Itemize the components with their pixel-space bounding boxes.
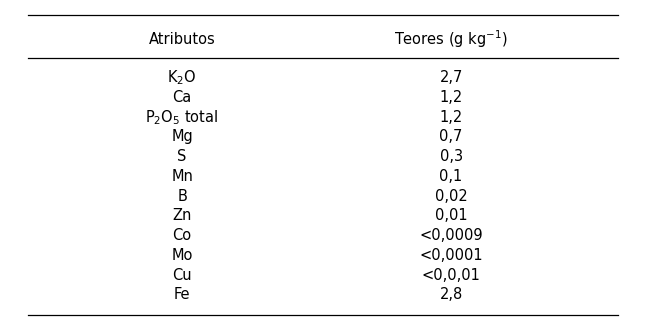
Text: 0,01: 0,01 <box>435 208 468 223</box>
Text: K$_2$O: K$_2$O <box>167 68 197 87</box>
Text: 1,2: 1,2 <box>439 90 463 105</box>
Text: P$_2$O$_5$ total: P$_2$O$_5$ total <box>145 108 219 126</box>
Text: Zn: Zn <box>172 208 192 223</box>
Text: Co: Co <box>172 228 192 243</box>
Text: Atributos: Atributos <box>149 31 216 47</box>
Text: 2,7: 2,7 <box>439 70 463 85</box>
Text: S: S <box>178 149 187 164</box>
Text: Mo: Mo <box>171 248 193 263</box>
Text: <0,0001: <0,0001 <box>419 248 483 263</box>
Text: 0,02: 0,02 <box>435 189 468 204</box>
Text: 0,3: 0,3 <box>439 149 463 164</box>
Text: 2,8: 2,8 <box>439 287 463 302</box>
Text: Cu: Cu <box>172 267 192 282</box>
Text: Mg: Mg <box>171 129 193 144</box>
Text: Mn: Mn <box>171 169 193 184</box>
Text: <0,0,01: <0,0,01 <box>422 267 481 282</box>
Text: 1,2: 1,2 <box>439 110 463 125</box>
Text: <0,0009: <0,0009 <box>419 228 483 243</box>
Text: Fe: Fe <box>174 287 191 302</box>
Text: 0,1: 0,1 <box>439 169 463 184</box>
Text: 0,7: 0,7 <box>439 129 463 144</box>
Text: Ca: Ca <box>172 90 192 105</box>
Text: B: B <box>177 189 187 204</box>
Text: Teores (g kg$^{-1}$): Teores (g kg$^{-1}$) <box>394 28 508 50</box>
